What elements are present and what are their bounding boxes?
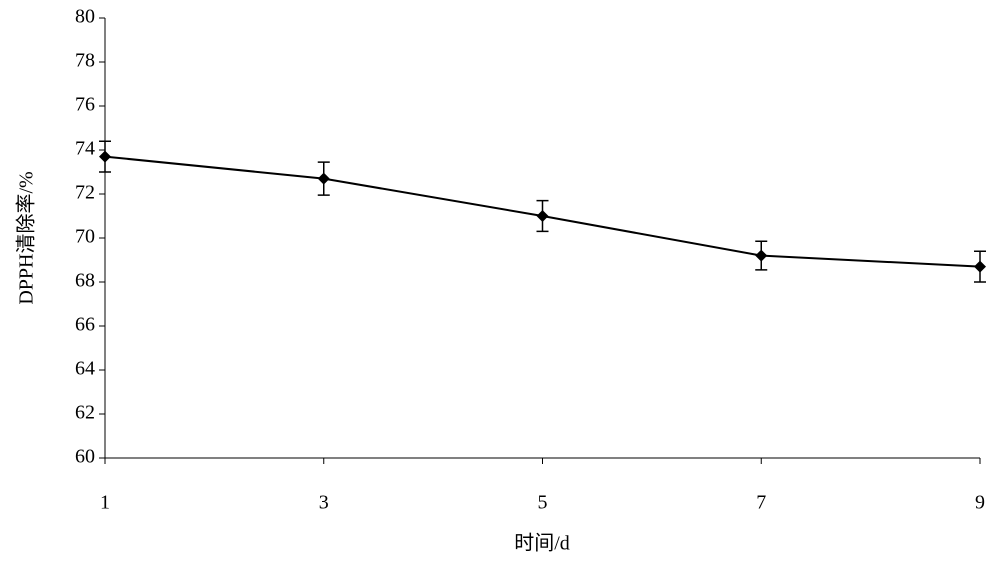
x-tick-label: 9 xyxy=(975,492,985,514)
y-tick-label: 70 xyxy=(75,226,95,248)
data-point xyxy=(317,172,330,185)
y-tick-label: 62 xyxy=(75,402,95,424)
y-tick-label: 66 xyxy=(75,314,95,336)
y-tick-label: 74 xyxy=(75,138,95,160)
x-axis-label: 时间/d xyxy=(514,532,570,555)
x-tick-label: 5 xyxy=(538,492,548,514)
y-tick-label: 64 xyxy=(75,358,95,380)
y-tick-label: 80 xyxy=(75,6,95,28)
x-tick-label: 3 xyxy=(319,492,329,514)
y-tick-label: 76 xyxy=(75,94,95,116)
data-point xyxy=(755,249,768,262)
data-point xyxy=(99,150,111,163)
x-tick-label: 7 xyxy=(756,492,766,514)
x-tick-label: 1 xyxy=(100,492,110,514)
y-axis-label: DPPH清除率/% xyxy=(15,171,38,304)
data-point xyxy=(974,260,986,273)
y-tick-label: 72 xyxy=(75,182,95,204)
y-tick-label: 68 xyxy=(75,270,95,292)
y-tick-label: 60 xyxy=(75,446,95,468)
y-tick-label: 78 xyxy=(75,50,95,72)
data-point xyxy=(536,210,549,222)
